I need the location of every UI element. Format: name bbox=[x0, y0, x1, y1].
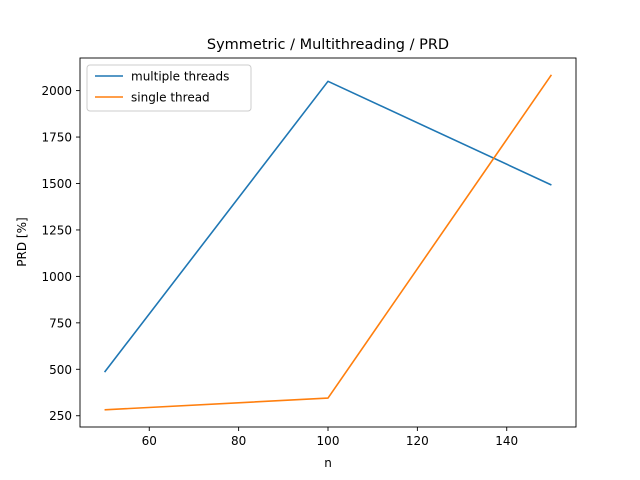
x-tick-label: 60 bbox=[142, 434, 157, 448]
y-tick-label: 500 bbox=[49, 363, 72, 377]
y-axis-ticks: 250 500 750 1000 1250 1500 1750 2000 bbox=[41, 84, 80, 423]
x-tick-label: 140 bbox=[495, 434, 518, 448]
legend-label-multiple-threads: multiple threads bbox=[131, 70, 229, 84]
series-line-multiple-threads bbox=[103, 80, 552, 373]
x-axis-label: n bbox=[324, 456, 332, 470]
y-tick-label: 750 bbox=[49, 316, 72, 330]
legend-label-single-thread: single thread bbox=[131, 91, 210, 105]
y-tick-label: 250 bbox=[49, 409, 72, 423]
y-tick-label: 2000 bbox=[41, 84, 72, 98]
plot-frame bbox=[79, 57, 577, 428]
chart-title: Symmetric / Multithreading / PRD bbox=[207, 37, 449, 53]
x-tick-label: 80 bbox=[231, 434, 246, 448]
series-line-single-thread bbox=[104, 74, 553, 411]
y-axis-label: PRD [%] bbox=[15, 217, 29, 266]
legend: multiple threads single thread bbox=[86, 64, 252, 112]
y-tick-label: 1750 bbox=[41, 131, 72, 145]
y-tick-label: 1250 bbox=[41, 223, 72, 237]
x-tick-label: 100 bbox=[317, 434, 340, 448]
y-tick-label: 1000 bbox=[41, 270, 72, 284]
x-axis-ticks: 60 80 100 120 140 bbox=[142, 427, 518, 448]
legend-frame bbox=[86, 64, 252, 112]
series-layer bbox=[103, 74, 553, 411]
x-tick-label: 120 bbox=[406, 434, 429, 448]
y-tick-label: 1500 bbox=[41, 177, 72, 191]
